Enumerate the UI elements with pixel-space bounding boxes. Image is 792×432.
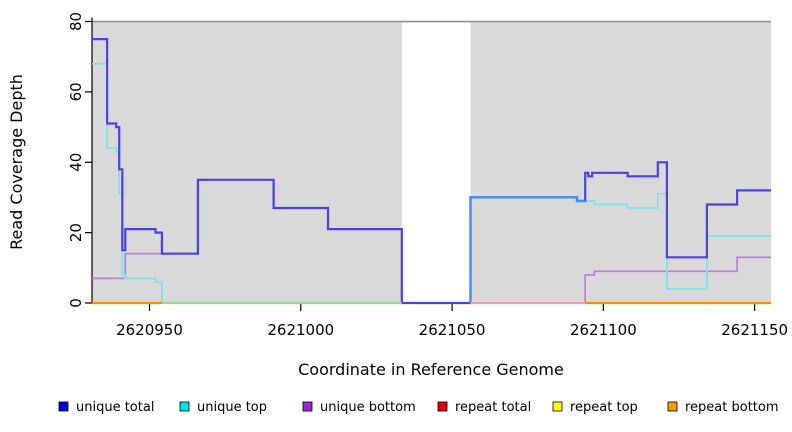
- legend-swatch-unique-top: [179, 401, 190, 412]
- coverage-gap-band: [401, 22, 471, 304]
- y-tick-label: 60: [67, 82, 85, 101]
- legend-label-unique-total: unique total: [76, 400, 154, 415]
- x-tick-label: 2620950: [116, 321, 183, 339]
- y-tick-label: 0: [67, 298, 85, 308]
- x-tick-label: 2621050: [419, 321, 486, 339]
- legend-swatch-repeat-total: [437, 401, 448, 412]
- series-unique-total: [92, 38, 771, 305]
- legend-label-unique-bottom: unique bottom: [320, 400, 416, 415]
- legend-swatch-repeat-top: [552, 401, 563, 412]
- legend-swatch-unique-bottom: [302, 401, 313, 412]
- x-tick-label: 2621100: [570, 321, 637, 339]
- y-tick-label: 80: [67, 12, 85, 31]
- series-unique-total-overlapping-unique-top: [469, 196, 586, 303]
- x-tick-label: 2621150: [721, 321, 788, 339]
- x-tick-label: 2621000: [267, 321, 334, 339]
- legend-label-repeat-bottom: repeat bottom: [685, 400, 779, 415]
- legend-swatch-repeat-bottom: [667, 401, 678, 412]
- y-tick-label: 40: [67, 153, 85, 172]
- x-axis-title: Coordinate in Reference Genome: [298, 360, 564, 379]
- legend-label-repeat-top: repeat top: [570, 400, 638, 415]
- y-tick-label: 20: [67, 223, 85, 242]
- y-axis-title: Read Coverage Depth: [7, 74, 26, 250]
- legend-label-repeat-total: repeat total: [455, 400, 531, 415]
- legend-swatch-unique-total: [58, 401, 69, 412]
- legend-label-unique-top: unique top: [197, 400, 267, 415]
